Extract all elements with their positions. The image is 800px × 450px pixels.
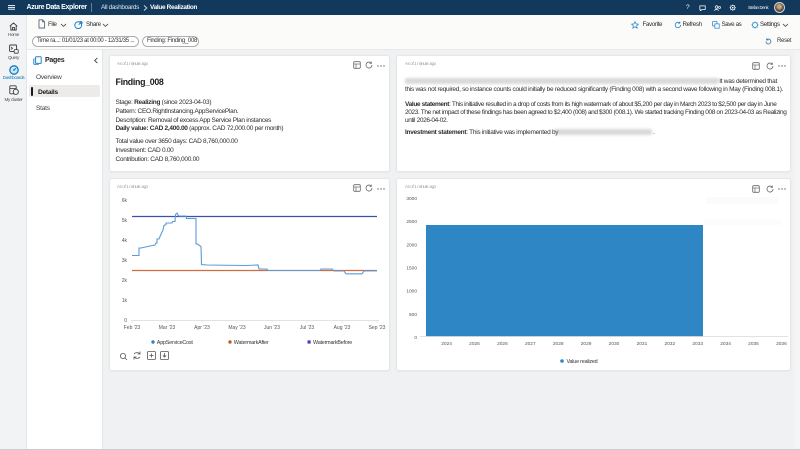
svg-text:2031: 2031	[637, 341, 648, 347]
svg-text:2035: 2035	[748, 341, 759, 347]
svg-text:May '23: May '23	[228, 325, 246, 331]
svg-text:2036: 2036	[776, 341, 787, 347]
svg-text:2025: 2025	[469, 341, 480, 347]
svg-text:2k: 2k	[122, 278, 128, 284]
svg-text:0: 0	[414, 335, 417, 341]
svg-text:Jun '23: Jun '23	[264, 325, 280, 331]
svg-text:1000: 1000	[406, 289, 417, 295]
svg-text:Apr '23: Apr '23	[194, 325, 210, 331]
svg-text:2033: 2033	[692, 341, 703, 347]
svg-text:WatermarkAfter: WatermarkAfter	[234, 340, 269, 346]
svg-text:2029: 2029	[581, 341, 592, 347]
svg-text:2000: 2000	[406, 242, 417, 248]
svg-text:2500: 2500	[406, 219, 417, 225]
svg-text:3k: 3k	[122, 258, 128, 264]
svg-text:2026: 2026	[497, 341, 508, 347]
svg-text:Aug '23: Aug '23	[334, 325, 351, 331]
svg-text:Feb '23: Feb '23	[124, 325, 141, 331]
svg-text:Mar '23: Mar '23	[159, 325, 176, 331]
svg-text:3000: 3000	[406, 196, 417, 202]
svg-text:2027: 2027	[525, 341, 536, 347]
svg-text:1k: 1k	[122, 298, 128, 304]
svg-text:2028: 2028	[553, 341, 564, 347]
svg-text:2030: 2030	[609, 341, 620, 347]
svg-text:500: 500	[409, 312, 417, 318]
svg-text:0: 0	[124, 318, 127, 324]
svg-text:2032: 2032	[664, 341, 675, 347]
svg-text:5k: 5k	[122, 218, 128, 224]
svg-text:4k: 4k	[122, 238, 128, 244]
svg-text:WatermarkBefore: WatermarkBefore	[313, 340, 352, 346]
svg-text:Sep '23: Sep '23	[369, 325, 386, 331]
svg-text:6k: 6k	[122, 198, 128, 204]
svg-text:2034: 2034	[720, 341, 731, 347]
svg-text:2024: 2024	[441, 341, 452, 347]
svg-text:1500: 1500	[406, 266, 417, 272]
svg-text:Value realized: Value realized	[567, 359, 598, 365]
svg-text:AppServiceCost: AppServiceCost	[157, 340, 194, 346]
svg-text:Jul '23: Jul '23	[300, 325, 315, 331]
